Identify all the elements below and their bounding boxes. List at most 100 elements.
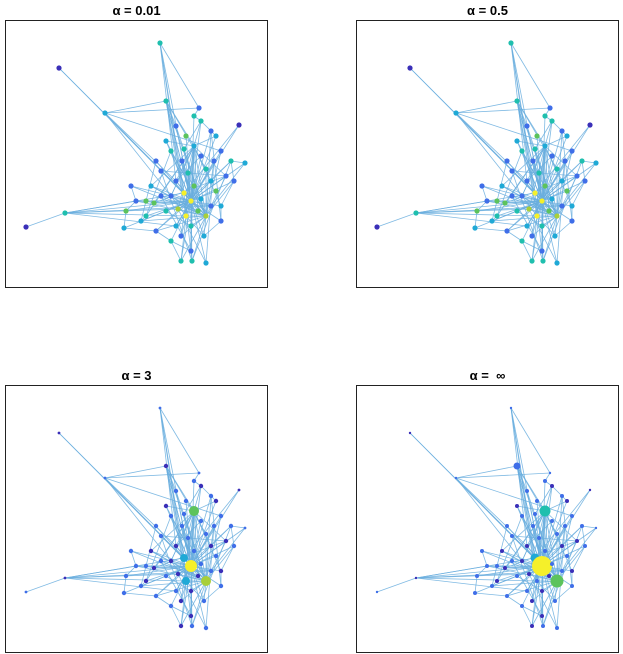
graph-edge xyxy=(474,592,508,597)
graph-edge xyxy=(528,510,546,575)
graph-node xyxy=(201,576,211,586)
graph-edge xyxy=(556,175,578,217)
graph-edge xyxy=(554,585,573,602)
graph-node xyxy=(500,549,504,553)
graph-node xyxy=(579,158,585,164)
graph-node xyxy=(509,193,515,199)
graph-node xyxy=(182,577,190,585)
graph-edge xyxy=(415,200,488,214)
graph-node xyxy=(181,511,187,517)
graph-node xyxy=(168,193,174,199)
graph-node xyxy=(480,549,484,553)
graph-node xyxy=(374,224,380,230)
node-layer xyxy=(24,406,247,631)
graph-edge xyxy=(180,145,195,237)
graph-node xyxy=(208,543,214,549)
graph-node xyxy=(23,224,29,230)
graph-edge xyxy=(165,465,187,582)
graph-node xyxy=(158,533,164,539)
graph-edge xyxy=(474,565,543,594)
graph-node xyxy=(173,543,179,549)
graph-edge xyxy=(183,513,207,582)
graph-node xyxy=(565,554,569,558)
graph-node xyxy=(208,568,214,574)
graph-edge xyxy=(581,525,597,529)
graph-node xyxy=(188,248,194,254)
graph-edge xyxy=(496,515,523,582)
graph-node xyxy=(474,208,480,214)
graph-node xyxy=(148,548,154,554)
graph-node xyxy=(580,524,584,528)
graph-node xyxy=(530,599,534,603)
graph-edge xyxy=(191,525,232,627)
graph-node xyxy=(173,123,179,129)
graph-edge xyxy=(554,215,558,237)
graph-node xyxy=(133,563,139,569)
graph-edge xyxy=(64,208,179,214)
graph-node xyxy=(529,258,535,264)
graph-node xyxy=(189,623,195,629)
graph-edge xyxy=(476,200,543,212)
graph-node xyxy=(548,471,552,475)
graph-node xyxy=(510,559,514,563)
graph-edge xyxy=(544,510,573,572)
graph-edge xyxy=(205,160,215,264)
graph-edge xyxy=(125,565,137,577)
panel-title: α = 0.5 xyxy=(467,3,508,18)
graph-edge xyxy=(190,540,227,567)
node-layer xyxy=(23,40,248,266)
graph-node xyxy=(570,569,574,573)
graph-edge xyxy=(506,595,523,607)
graph-edge xyxy=(581,525,586,547)
graph-node xyxy=(414,576,418,580)
graph-edge xyxy=(150,550,192,567)
graph-edge xyxy=(544,120,553,147)
graph-edge xyxy=(180,145,195,262)
graph-node xyxy=(123,573,129,579)
graph-node xyxy=(473,591,477,595)
graph-edge xyxy=(165,140,195,147)
graph-node xyxy=(153,593,159,599)
graph-node xyxy=(173,223,179,229)
graph-node xyxy=(530,158,536,164)
graph-edge xyxy=(104,100,167,114)
graph-edge xyxy=(170,145,195,197)
graph-edge xyxy=(153,510,195,569)
graph-node xyxy=(218,583,224,589)
graph-node xyxy=(148,183,154,189)
graph-edge xyxy=(200,485,217,502)
graph-node xyxy=(565,499,569,503)
graph-node xyxy=(593,160,599,166)
graph-node xyxy=(574,173,580,179)
graph-edge xyxy=(531,145,546,237)
graph-node xyxy=(594,526,598,530)
graph-node xyxy=(196,105,202,111)
graph-node xyxy=(218,568,224,574)
graph-node xyxy=(510,534,514,538)
graph-edge xyxy=(205,180,235,217)
graph-node xyxy=(540,614,544,618)
graph-node xyxy=(569,203,575,209)
network-plot-box xyxy=(5,20,268,288)
graph-edge xyxy=(180,565,192,627)
graph-edge xyxy=(190,200,222,207)
graph-edge xyxy=(455,477,523,562)
graph-node xyxy=(520,514,524,518)
graph-node xyxy=(198,153,204,159)
graph-node xyxy=(103,476,107,480)
graph-edge xyxy=(150,510,195,552)
graph-edge xyxy=(200,120,217,137)
graph-edge xyxy=(180,580,207,602)
graph-edge xyxy=(140,525,157,587)
graph-node xyxy=(543,549,547,553)
graph-edge xyxy=(123,565,192,594)
graph-node xyxy=(231,543,237,549)
graph-node xyxy=(539,248,545,254)
graph-node xyxy=(504,158,510,164)
graph-node xyxy=(179,158,185,164)
graph-edge xyxy=(170,510,195,562)
graph-edge xyxy=(556,130,563,217)
graph-edge xyxy=(190,545,235,567)
graph-node xyxy=(163,98,169,104)
graph-node xyxy=(537,536,541,540)
